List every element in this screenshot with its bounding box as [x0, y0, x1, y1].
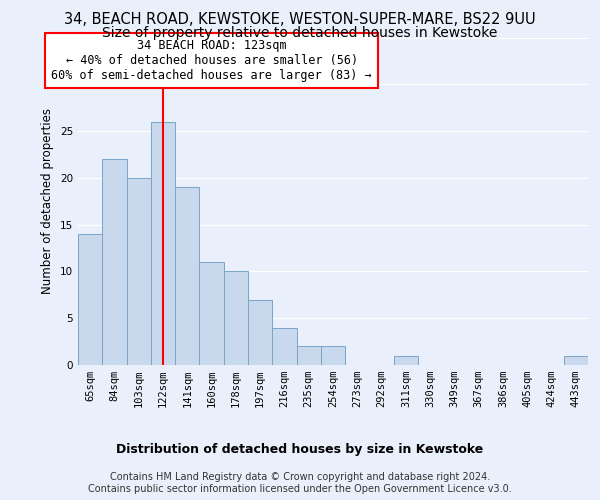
Bar — [175, 187, 199, 365]
Bar — [78, 234, 102, 365]
Text: Distribution of detached houses by size in Kewstoke: Distribution of detached houses by size … — [116, 442, 484, 456]
Text: Contains public sector information licensed under the Open Government Licence v3: Contains public sector information licen… — [88, 484, 512, 494]
Bar — [272, 328, 296, 365]
Bar — [564, 356, 588, 365]
Bar — [321, 346, 345, 365]
Bar — [224, 272, 248, 365]
Text: Size of property relative to detached houses in Kewstoke: Size of property relative to detached ho… — [103, 26, 497, 40]
Text: 34, BEACH ROAD, KEWSTOKE, WESTON-SUPER-MARE, BS22 9UU: 34, BEACH ROAD, KEWSTOKE, WESTON-SUPER-M… — [64, 12, 536, 28]
Bar — [102, 159, 127, 365]
Bar — [199, 262, 224, 365]
Bar — [296, 346, 321, 365]
Text: Contains HM Land Registry data © Crown copyright and database right 2024.: Contains HM Land Registry data © Crown c… — [110, 472, 490, 482]
Bar — [394, 356, 418, 365]
Y-axis label: Number of detached properties: Number of detached properties — [41, 108, 55, 294]
Bar — [151, 122, 175, 365]
Bar — [248, 300, 272, 365]
Bar — [127, 178, 151, 365]
Text: 34 BEACH ROAD: 123sqm
← 40% of detached houses are smaller (56)
60% of semi-deta: 34 BEACH ROAD: 123sqm ← 40% of detached … — [51, 40, 372, 82]
